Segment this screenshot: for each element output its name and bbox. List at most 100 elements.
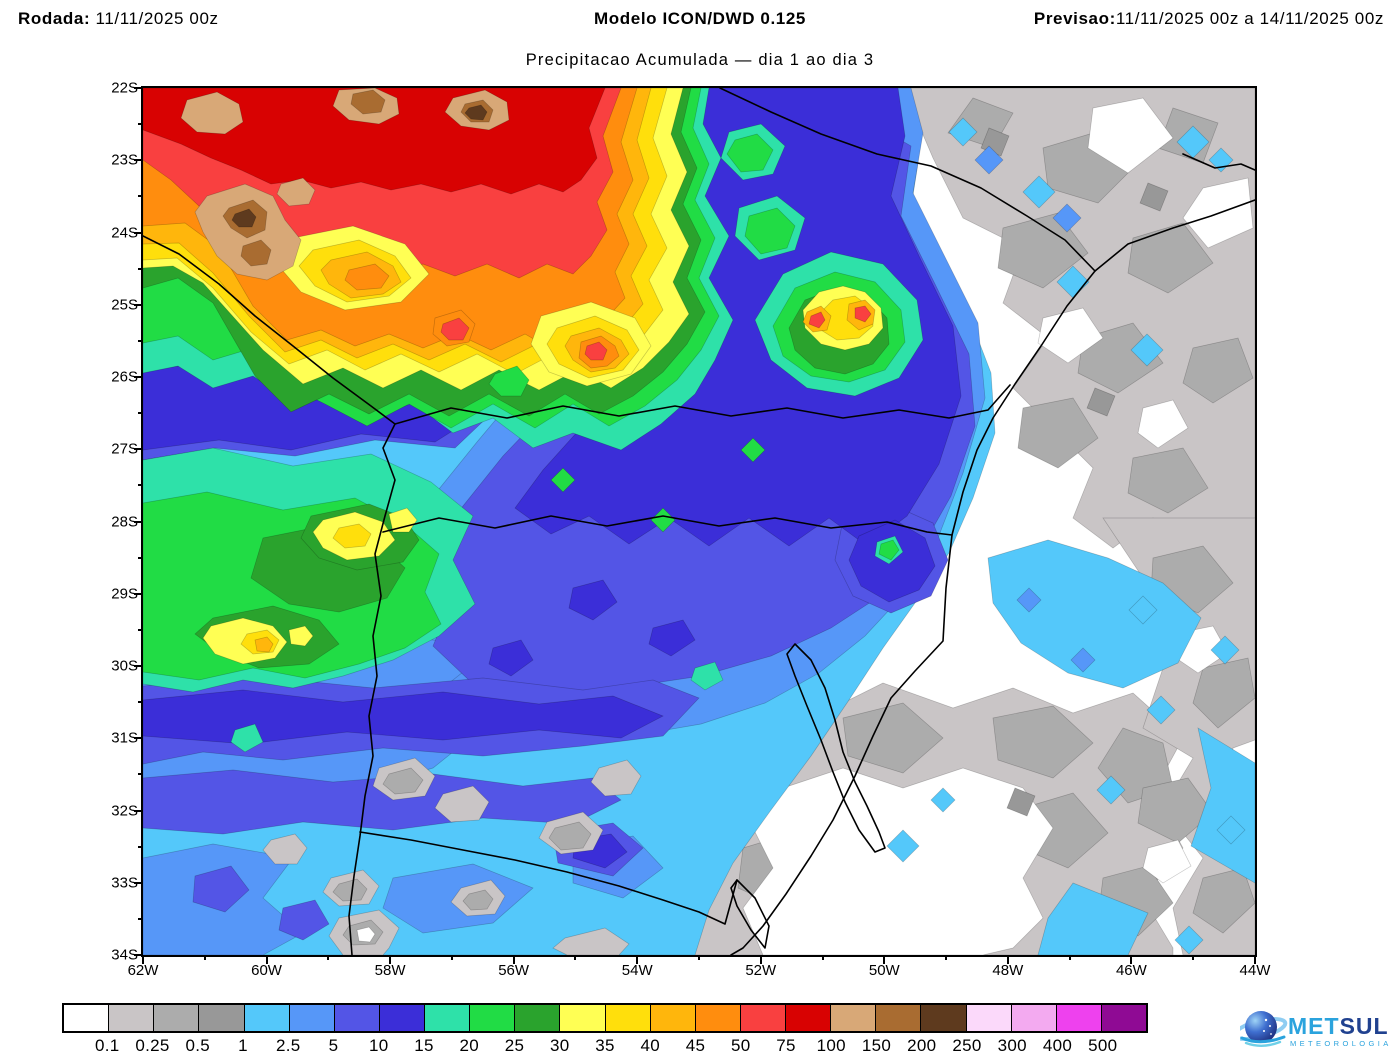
lon-axis-label: 44W <box>1239 962 1271 979</box>
axis-tick <box>138 556 143 559</box>
legend-boundary-label: 200 <box>907 1036 937 1052</box>
forecast-label: Previsao: <box>1033 9 1116 28</box>
forecast-value: 11/11/2025 00z a 14/11/2025 00z <box>1115 9 1384 28</box>
axis-tick <box>265 955 268 964</box>
axis-tick <box>134 954 143 956</box>
axis-tick <box>138 845 143 848</box>
legend-boundary-label: 1 <box>238 1036 248 1052</box>
axis-tick <box>138 628 143 631</box>
legend-boundary-label: 100 <box>816 1036 846 1052</box>
legend-boundary-label: 30 <box>549 1036 570 1052</box>
legend-boundary-label: 10 <box>368 1036 389 1052</box>
legend-cell <box>515 1005 561 1031</box>
legend-boundary-label: 250 <box>952 1036 982 1052</box>
legend-cell <box>695 1005 741 1031</box>
legend-cell <box>876 1005 922 1031</box>
legend-cell <box>560 1005 606 1031</box>
legend-cell <box>740 1005 786 1031</box>
axis-tick <box>138 484 143 487</box>
forecast-header: Previsao:11/11/2025 00z a 14/11/2025 00z <box>1034 9 1384 29</box>
lat-axis-label: 25S <box>111 296 138 314</box>
legend-boundary-label: 0.1 <box>94 1036 120 1052</box>
legend-cell <box>921 1005 967 1031</box>
legend-cell <box>831 1005 877 1031</box>
logo-subtitle: METEOROLOGIA <box>1290 1039 1392 1048</box>
legend-boundary-label: 0.25 <box>135 1036 170 1052</box>
lat-axis-label: 22S <box>111 79 138 97</box>
axis-tick <box>138 412 143 415</box>
axis-tick <box>203 955 206 960</box>
parana-uruguay-river <box>143 235 396 955</box>
legend-cell <box>64 1005 110 1031</box>
legend-cell <box>605 1005 651 1031</box>
legend-boundary-label: 300 <box>997 1036 1027 1052</box>
legend-cell <box>109 1005 155 1031</box>
legend-boundary-label: 50 <box>730 1036 751 1052</box>
axis-tick <box>134 448 143 451</box>
run-header: Rodada: 11/11/2025 00z <box>18 9 219 29</box>
legend-cell <box>154 1005 200 1031</box>
legend-cell <box>244 1005 290 1031</box>
axis-tick <box>1253 955 1256 964</box>
axis-tick <box>134 376 143 378</box>
legend-boundary-label: 35 <box>595 1036 615 1052</box>
lagoa-mirim <box>730 879 770 949</box>
lon-axis-label: 46W <box>1115 962 1147 979</box>
axis-tick <box>1192 955 1195 960</box>
border-rs-uy <box>359 831 738 925</box>
lat-axis-label: 23S <box>111 151 138 169</box>
lon-axis-label: 60W <box>251 962 282 979</box>
border-sc-rs <box>382 515 953 536</box>
legend-boundary-label: 0.5 <box>185 1036 211 1052</box>
lon-axis-label: 54W <box>621 962 653 979</box>
axis-tick <box>450 955 453 960</box>
precipitation-map <box>141 86 1257 957</box>
planet-icon <box>1232 1011 1288 1047</box>
precipitation-legend <box>62 1003 1148 1033</box>
lagoa-dos-patos <box>786 643 886 853</box>
run-label: Rodada: <box>18 9 91 28</box>
page-title: Precipitacao Acumulada — dia 1 ao dia 3 <box>525 51 875 69</box>
lat-axis-label: 29S <box>111 585 138 603</box>
lat-axis-label: 26S <box>111 368 138 386</box>
legend-cell <box>650 1005 696 1031</box>
border-rj <box>1182 153 1255 171</box>
axis-tick <box>134 737 143 740</box>
axis-tick <box>698 955 700 960</box>
axis-tick <box>134 881 143 884</box>
lat-axis-label: 28S <box>111 513 138 530</box>
legend-boundary-label: 25 <box>504 1036 525 1052</box>
axis-tick <box>389 955 392 964</box>
axis-tick <box>138 773 143 776</box>
lon-axis-label: 52W <box>745 962 777 979</box>
lon-axis-label: 48W <box>992 962 1024 979</box>
axis-tick <box>883 955 886 964</box>
axis-tick <box>134 665 143 667</box>
precipitation-map-svg <box>143 88 1255 955</box>
axis-tick <box>636 955 639 964</box>
lat-axis-label: 32S <box>111 802 138 819</box>
coastline <box>730 199 1255 955</box>
legend-boundary-label: 150 <box>861 1036 892 1052</box>
axis-tick <box>134 520 143 523</box>
axis-tick <box>138 267 143 270</box>
axis-tick <box>327 955 330 960</box>
axis-tick <box>512 955 515 964</box>
axis-tick <box>134 159 143 162</box>
lat-axis-label: 33S <box>111 874 138 892</box>
axis-tick <box>945 955 948 960</box>
legend-cell <box>786 1005 832 1031</box>
lat-axis-label: 30S <box>111 657 138 675</box>
legend-boundary-label: 15 <box>414 1036 434 1052</box>
legend-cell <box>425 1005 471 1031</box>
axis-tick <box>1130 955 1133 964</box>
axis-tick <box>759 955 762 964</box>
legend-cell <box>966 1005 1012 1031</box>
run-value: 11/11/2025 00z <box>90 9 219 28</box>
axis-tick <box>138 195 143 198</box>
legend-cell <box>199 1005 245 1031</box>
border-sp <box>719 88 1096 272</box>
logo-met: MET <box>1288 1013 1340 1039</box>
metsul-logo-svg: METSUL METEOROLOGIA <box>1232 1011 1392 1048</box>
axis-tick <box>138 701 143 704</box>
